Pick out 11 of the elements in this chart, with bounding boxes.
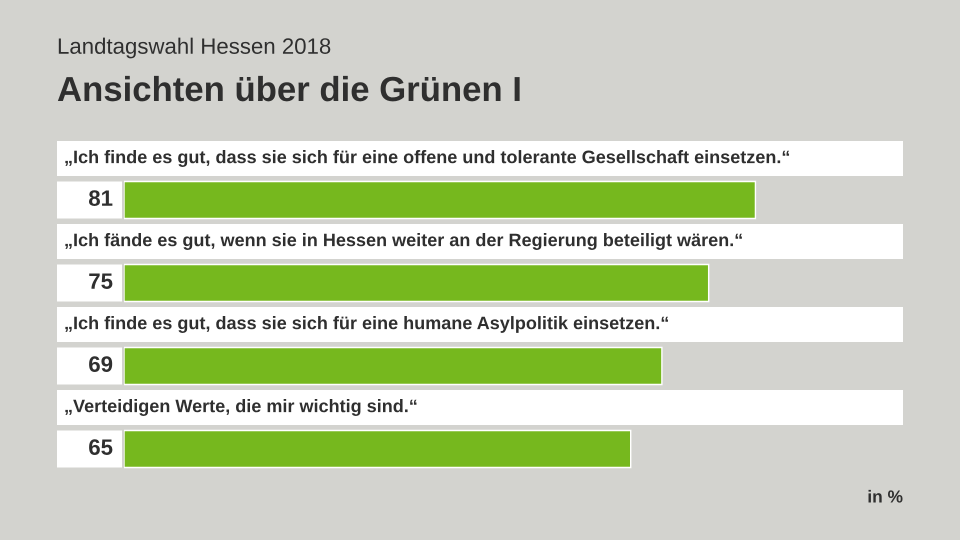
y-tick-label: „Verteidigen Werte, die mir wichtig sind.“ bbox=[65, 399, 416, 416]
text: in % bbox=[868, 490, 903, 503]
data-label: 81 bbox=[88, 190, 112, 206]
chart-title: Ansichten über die Grünen I bbox=[58, 76, 520, 102]
chart-subtitle: Landtagswahl Hessen 2018 bbox=[58, 38, 330, 58]
y-tick-label: „Ich fände es gut, wenn sie in Hessen weiter an der Regierung beteiligt wären.“ bbox=[65, 233, 742, 250]
data-label: 69 bbox=[89, 356, 112, 372]
data-label: 75 bbox=[89, 273, 112, 289]
data-label: 65 bbox=[89, 439, 112, 455]
y-tick-label: „Ich finde es gut, dass sie sich für eine offene und tolerante Gesellschaft einsetzen.“ bbox=[65, 150, 790, 167]
y-tick-label: „Ich finde es gut, dass sie sich für eine humane Asylpolitik einsetzen.“ bbox=[65, 316, 668, 333]
